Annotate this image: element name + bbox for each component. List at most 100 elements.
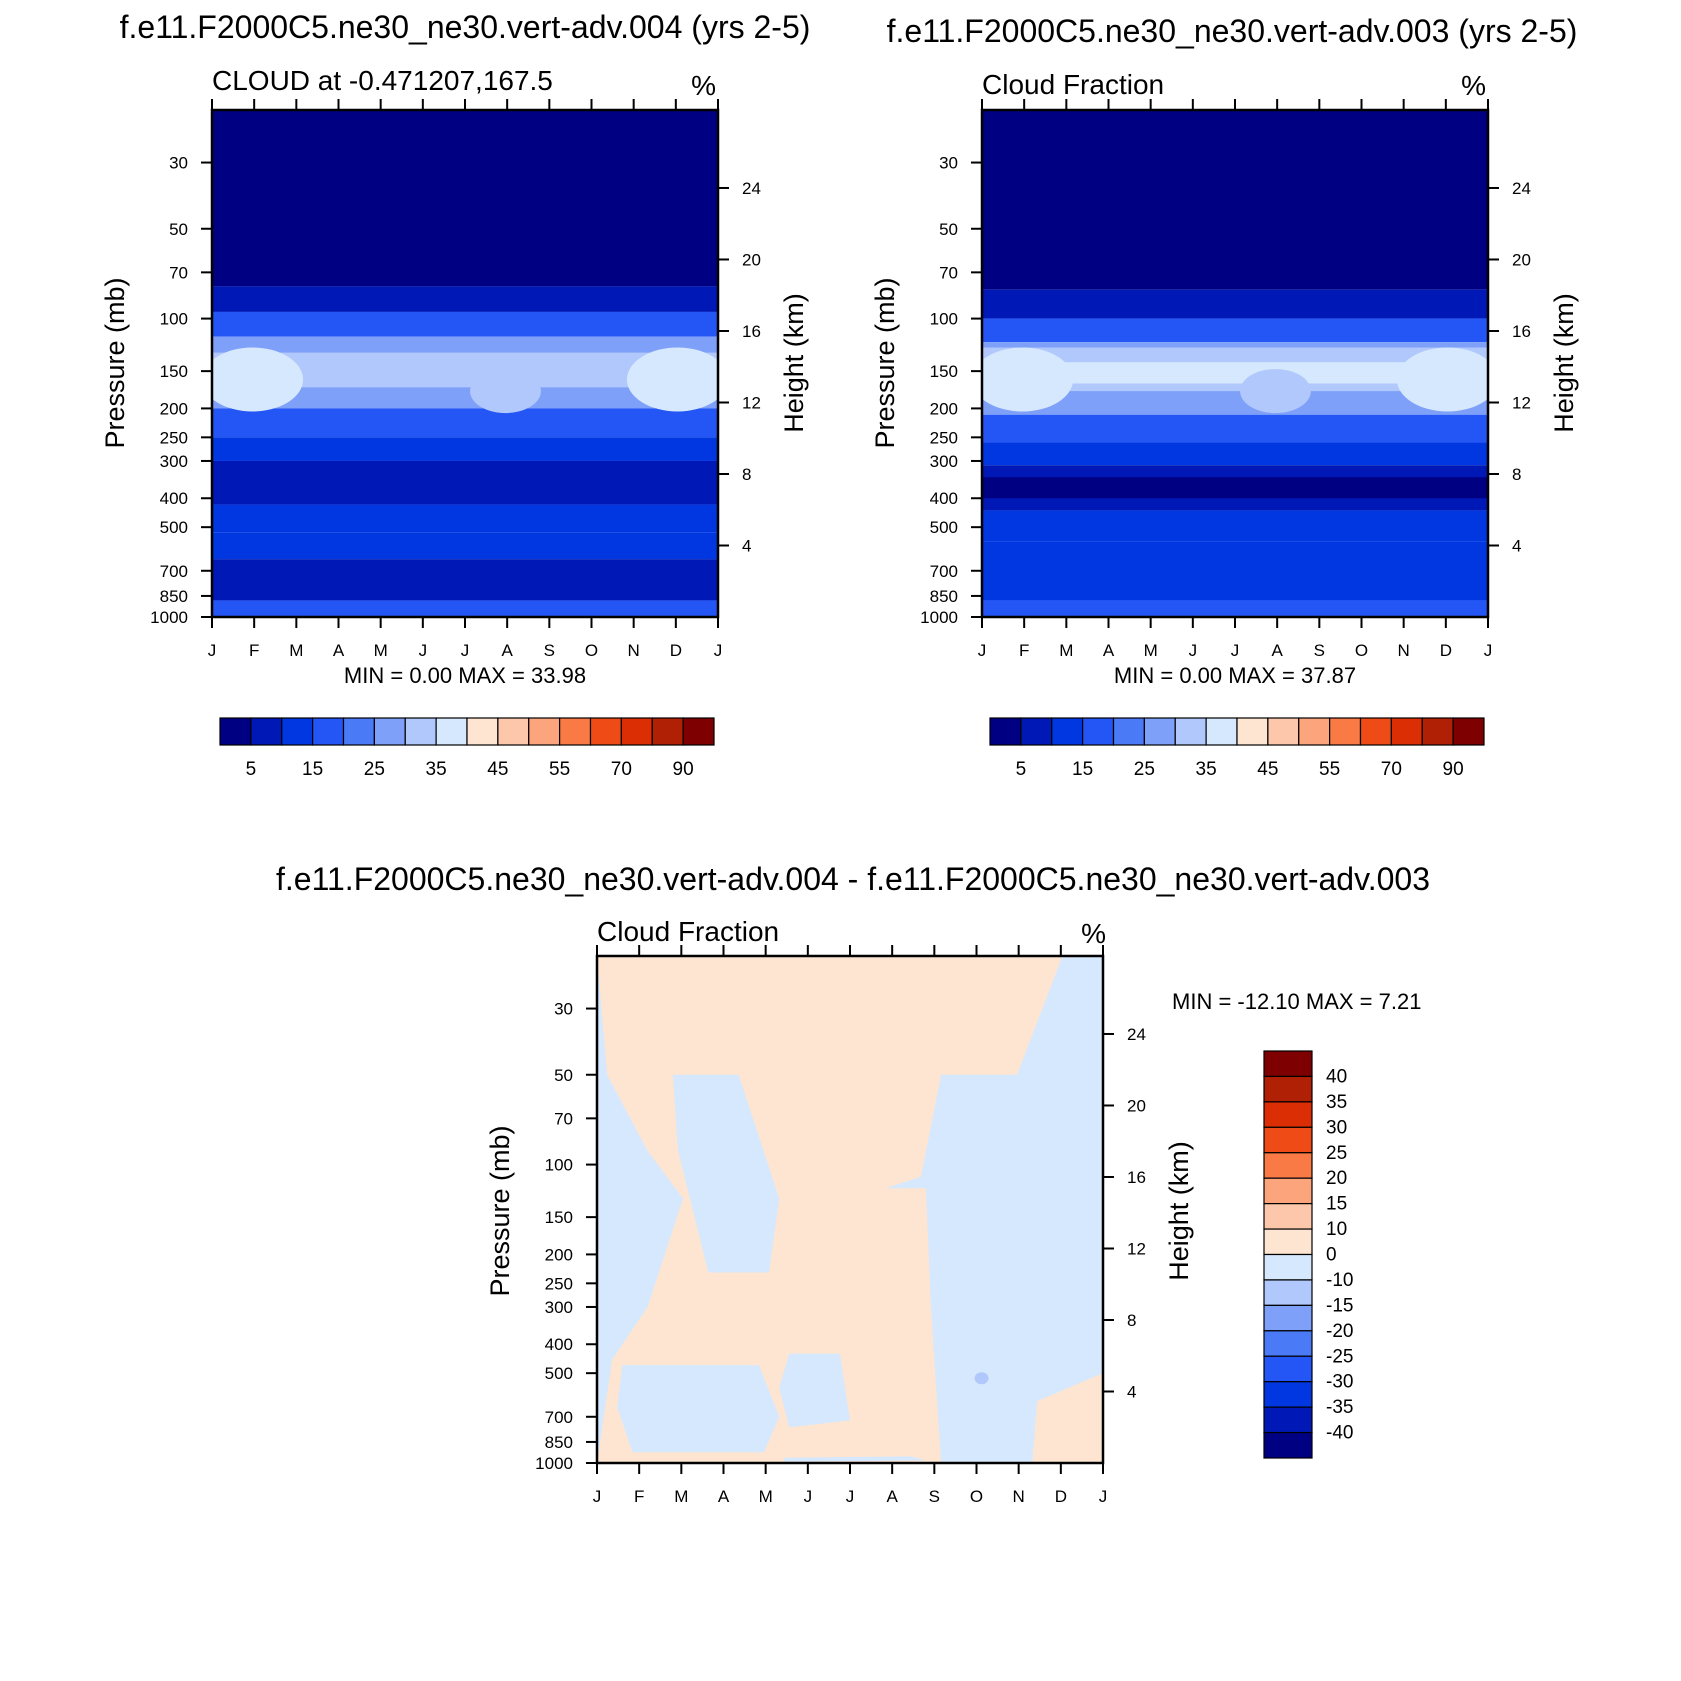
y-tick-label: 300 (545, 1298, 573, 1317)
y-tick-label: 70 (939, 263, 958, 282)
contour-band (982, 442, 1488, 466)
y-tick-label: 100 (545, 1156, 573, 1175)
y-tick-right-label: 8 (1127, 1311, 1136, 1330)
y-tick-label: 100 (930, 310, 958, 329)
colorbar-label: 70 (611, 759, 632, 780)
colorbar-swatch (1263, 1177, 1313, 1205)
x-tick-label: D (1440, 641, 1452, 660)
x-tick-label: J (208, 641, 217, 660)
x-tick-label: M (1059, 641, 1073, 660)
contour-band (982, 318, 1488, 343)
contour-plot: J F M A M J J A S O N D J305070100150200250300400500… (920, 99, 1531, 780)
y-tick-label: 850 (930, 587, 958, 606)
colorbar-swatch (250, 717, 283, 746)
x-tick-label: D (670, 641, 682, 660)
colorbar-label: 35 (426, 759, 447, 780)
colorbar-swatch (1263, 1431, 1313, 1459)
colorbar-swatch (1263, 1228, 1313, 1256)
left-string: Cloud Fraction (597, 916, 779, 947)
contour-band (982, 541, 1488, 601)
y-tick-label: 200 (545, 1245, 573, 1264)
y-tick-right-label: 4 (742, 536, 751, 555)
y-axis-right-title: Height (km) (1164, 1141, 1194, 1281)
x-tick-label: J (1231, 641, 1240, 660)
colorbar-swatch (435, 717, 468, 746)
colorbar-swatch (1390, 717, 1423, 746)
y-tick-right-label: 16 (742, 322, 761, 341)
colorbar: 5 15 25 35 45 55 70 90 (989, 717, 1485, 780)
colorbar-label: 15 (1072, 759, 1093, 780)
y-tick-right-label: 12 (1512, 393, 1531, 412)
contour-region (784, 1456, 926, 1462)
x-tick-label: J (1099, 1487, 1108, 1506)
contour-band (982, 477, 1488, 499)
colorbar-swatch (1359, 717, 1392, 746)
y-tick-label: 200 (930, 399, 958, 418)
panel-title: f.e11.F2000C5.ne30_ne30.vert-adv.004 - f… (276, 861, 1430, 897)
colorbar-swatch (1263, 1101, 1313, 1128)
contour-band (212, 408, 718, 438)
y-tick-label: 700 (930, 562, 958, 581)
y-tick-right-label: 12 (1127, 1239, 1146, 1258)
y-tick-label: 150 (930, 362, 958, 381)
x-tick-label: J (1189, 641, 1198, 660)
x-tick-label: F (249, 641, 259, 660)
colorbar-swatch (1263, 1381, 1313, 1408)
colorbar-swatch (1267, 717, 1300, 746)
contour-maximum (982, 347, 1074, 412)
x-tick-label: S (1314, 641, 1325, 660)
contour-fill (597, 956, 1103, 1463)
x-tick-label: M (374, 641, 388, 660)
colorbar-swatch (559, 717, 592, 746)
y-axis-right-title: Height (km) (1549, 293, 1579, 433)
x-tick-label: A (1103, 641, 1115, 660)
colorbar-swatch (651, 717, 684, 746)
contour-band (212, 286, 718, 312)
colorbar-swatch (1082, 717, 1115, 746)
x-tick-label: F (1019, 641, 1029, 660)
panel-run-004: f.e11.F2000C5.ne30_ne30.vert-adv.004 (yr… (100, 9, 810, 780)
y-tick-right-label: 8 (1512, 465, 1521, 484)
contour-fill (212, 110, 718, 617)
y-tick-label: 500 (160, 518, 188, 537)
min-max-label: MIN = 0.00 MAX = 37.87 (1114, 663, 1356, 688)
colorbar-swatch (1263, 1304, 1313, 1332)
contour-plot: J F M A M J J A S O N D J305070100150200250300400500… (535, 945, 1353, 1506)
colorbar-label: 25 (1326, 1143, 1347, 1164)
x-tick-label: O (1355, 641, 1368, 660)
y-tick-label: 30 (169, 154, 188, 173)
y-tick-label: 250 (930, 428, 958, 447)
colorbar-swatch (1263, 1406, 1313, 1434)
y-tick-right-label: 12 (742, 393, 761, 412)
y-tick-right-label: 24 (1512, 179, 1531, 198)
y-tick-right-label: 20 (1127, 1096, 1146, 1115)
x-tick-label: A (501, 641, 513, 660)
contour-region (597, 956, 684, 1463)
colorbar-label: 20 (1326, 1168, 1347, 1189)
colorbar-swatch (342, 717, 375, 746)
panel-difference: f.e11.F2000C5.ne30_ne30.vert-adv.004 - f… (276, 861, 1430, 1506)
y-tick-label: 1000 (535, 1454, 573, 1473)
contour-band (982, 600, 1488, 617)
contour-region (672, 1074, 780, 1273)
y-tick-label: 50 (939, 220, 958, 239)
y-tick-label: 700 (160, 562, 188, 581)
contour-band (212, 460, 718, 505)
y-tick-label: 250 (545, 1274, 573, 1293)
contour-region (779, 1353, 850, 1428)
colorbar-label: 35 (1326, 1092, 1347, 1113)
colorbar-swatch (589, 717, 622, 746)
y-tick-label: 150 (545, 1208, 573, 1227)
left-string: Cloud Fraction (982, 69, 1164, 100)
x-tick-label: F (634, 1487, 644, 1506)
colorbar-label: 25 (1134, 759, 1155, 780)
colorbar-swatch (1329, 717, 1362, 746)
units-label: % (1081, 918, 1106, 949)
colorbar-swatch (1298, 717, 1331, 746)
x-tick-label: A (886, 1487, 898, 1506)
colorbar-label: 40 (1326, 1066, 1347, 1087)
colorbar-swatch (497, 717, 530, 746)
y-tick-right-label: 8 (742, 465, 751, 484)
min-max-label: MIN = 0.00 MAX = 33.98 (344, 663, 586, 688)
x-tick-label: O (970, 1487, 983, 1506)
